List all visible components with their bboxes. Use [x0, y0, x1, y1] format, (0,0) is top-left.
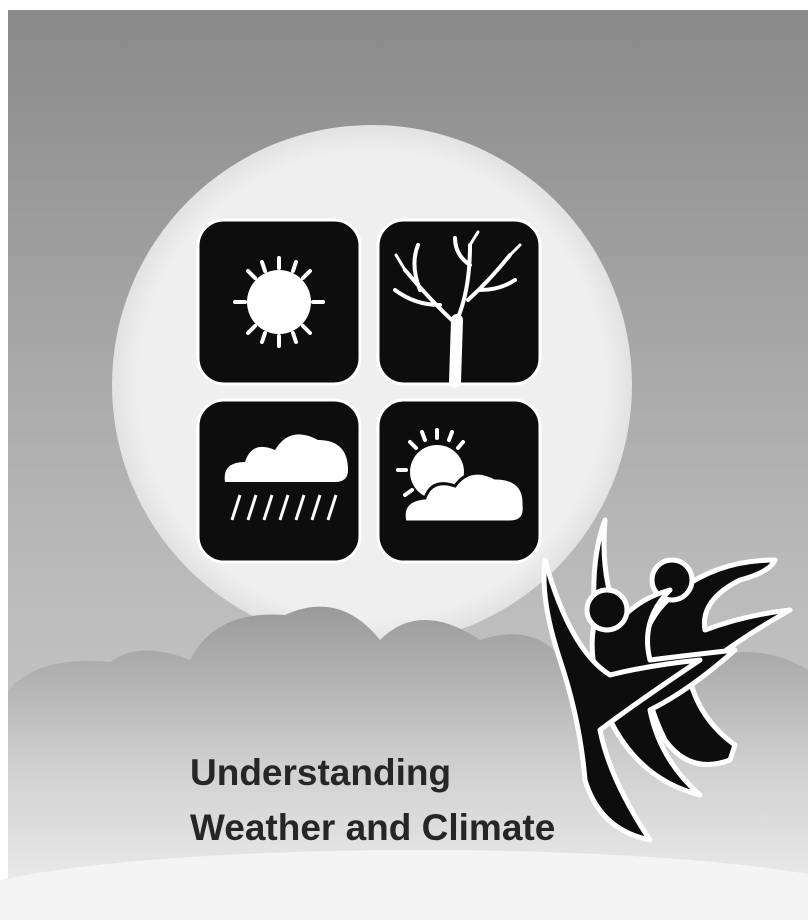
tile-rain: [196, 398, 362, 564]
moon: [112, 125, 632, 645]
tile-sun: [196, 218, 362, 386]
dancers: [541, 517, 793, 843]
tile-partly-cloudy: [376, 398, 542, 564]
title-line: Understanding: [190, 752, 451, 793]
tile-tree: [376, 218, 542, 388]
title-line: Weather and Climate: [190, 807, 555, 848]
ground-arc: [0, 850, 808, 920]
